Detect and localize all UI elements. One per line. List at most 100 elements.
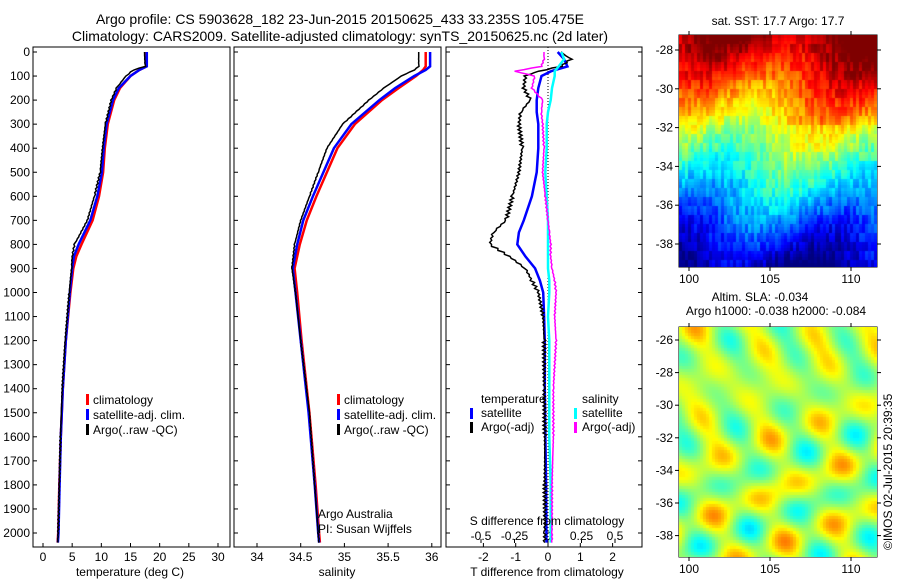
pi-label: PI: Susan Wijffels	[318, 522, 412, 536]
latitude-tick-label: -32	[656, 431, 674, 445]
legend-swatch-climatology	[86, 394, 89, 405]
salinity-line-argo-raw-qc-	[291, 52, 420, 543]
longitude-tick-label: 110	[841, 272, 860, 286]
x-tick-label: 34.5	[289, 550, 313, 564]
temperature-line-climatology	[56, 52, 148, 543]
x-tick-label: 0	[545, 550, 552, 564]
latitude-tick-label: -34	[656, 159, 674, 173]
longitude-tick-label: 100	[679, 562, 699, 576]
x-tick-label: 10	[95, 550, 109, 564]
latitude-tick-label: -36	[656, 198, 674, 212]
legend-label: satellite-adj. clim.	[344, 408, 436, 422]
depth-tick-label: 1000	[3, 286, 30, 300]
longitude-tick-label: 100	[679, 272, 699, 286]
legend-label: satellite-adj. clim.	[93, 408, 185, 422]
difference-line-t-satellite	[515, 51, 570, 543]
depth-tick-label: 1500	[3, 406, 30, 420]
temperature-axis-label: temperature (deg C)	[76, 565, 184, 579]
legend-swatch-satellite	[337, 409, 340, 420]
legend-label: Argo(-adj)	[582, 420, 635, 434]
latitude-tick-label: -34	[656, 463, 674, 477]
depth-tick-label: 800	[10, 237, 30, 251]
imos-credit: ©IMOS 02-Jul-2015 20:39:35	[881, 393, 895, 550]
argo-australia-label: Argo Australia	[318, 507, 393, 521]
x-tick-label: 20	[153, 550, 167, 564]
depth-tick-label: 700	[10, 213, 30, 227]
legend-swatch-t-argo	[470, 422, 473, 433]
x-tick-label: 5	[69, 550, 76, 564]
latitude-tick-label: -28	[656, 43, 674, 57]
legend-swatch-t-satellite	[470, 408, 473, 419]
legend-swatch-climatology	[337, 394, 340, 405]
latitude-tick-label: -38	[656, 529, 674, 543]
difference-line-s-satellite	[544, 51, 566, 543]
temperature-line-satellite-adj-clim-	[56, 52, 149, 543]
x-tick-label: 0.5	[607, 529, 624, 543]
latitude-tick-label: -28	[656, 366, 674, 380]
depth-tick-label: 1600	[3, 430, 30, 444]
title-line-1: Argo profile: CS 5903628_182 23-Jun-2015…	[96, 11, 584, 27]
sst-map-image	[679, 35, 877, 267]
depth-tick-label: 1400	[3, 382, 30, 396]
legend-swatch-s-satellite	[574, 408, 577, 419]
depth-tick-label: 1700	[3, 454, 30, 468]
sla-map-title: Altim. SLA: -0.034	[712, 290, 809, 304]
legend-swatch-s-argo	[574, 422, 577, 433]
x-tick-label: 2	[609, 550, 616, 564]
sst-map-title: sat. SST: 17.7 Argo: 17.7	[712, 14, 845, 28]
salinity-legend: climatology satellite-adj. clim. Argo(..…	[337, 393, 436, 437]
panel-frame	[233, 46, 442, 548]
x-tick-label: 0.25	[570, 529, 594, 543]
legend-label: satellite	[582, 406, 623, 420]
depth-tick-label: 100	[10, 69, 30, 83]
depth-tick-label: 1100	[4, 310, 30, 324]
difference-line-t-argo-adj-	[488, 51, 574, 544]
x-tick-label: -1	[510, 550, 521, 564]
legend-label: climatology	[93, 393, 153, 407]
depth-tick-label: 300	[10, 117, 30, 131]
depth-tick-label: 1800	[3, 478, 30, 492]
panel-frame	[445, 46, 643, 548]
depth-tick-label: 2000	[3, 526, 30, 540]
latitude-tick-label: -30	[656, 82, 674, 96]
sla-map-image	[679, 327, 877, 557]
legend-swatch-argo	[337, 424, 340, 435]
x-tick-label: 1	[577, 550, 584, 564]
x-tick-label: -0.5	[471, 529, 492, 543]
depth-tick-label: 400	[10, 141, 30, 155]
legend-label: climatology	[344, 393, 404, 407]
x-tick-label: 35.5	[376, 550, 400, 564]
latitude-tick-label: -38	[656, 237, 674, 251]
difference-line-s-argo-adj-	[514, 52, 558, 543]
legend-swatch-argo	[86, 424, 89, 435]
x-tick-label: 0	[40, 550, 47, 564]
latitude-tick-label: -36	[656, 496, 674, 510]
legend-swatch-satellite	[86, 409, 89, 420]
legend-label: satellite	[481, 406, 522, 420]
depth-tick-label: 500	[10, 165, 30, 179]
s-difference-axis-label: S difference from climatology	[470, 514, 625, 528]
legend-label: Argo(-adj)	[481, 420, 534, 434]
panel-frame	[32, 46, 231, 548]
difference-legend: temperature salinity satellite Argo(-adj…	[470, 392, 635, 434]
depth-tick-label: 200	[10, 93, 30, 107]
salinity-axis-label: salinity	[319, 565, 356, 579]
t-difference-axis-label: T difference from climatology	[470, 565, 624, 579]
x-tick-label: -0.25	[501, 529, 529, 543]
latitude-tick-label: -26	[656, 333, 674, 347]
x-tick-label: 36	[425, 550, 439, 564]
legend-title-temperature: temperature	[481, 392, 546, 406]
depth-tick-label: 1300	[3, 358, 30, 372]
x-tick-label: 30	[211, 550, 225, 564]
sla-map-subtitle: Argo h1000: -0.038 h2000: -0.084	[686, 304, 866, 318]
title-line-2: Climatology: CARS2009. Satellite-adjuste…	[72, 28, 608, 44]
x-tick-label: 35	[338, 550, 352, 564]
depth-tick-label: 1900	[3, 502, 30, 516]
x-tick-label: 34	[250, 550, 264, 564]
longitude-tick-label: 110	[841, 562, 860, 576]
depth-tick-label: 600	[10, 189, 30, 203]
latitude-tick-label: -32	[656, 121, 674, 135]
x-tick-label: 25	[182, 550, 196, 564]
